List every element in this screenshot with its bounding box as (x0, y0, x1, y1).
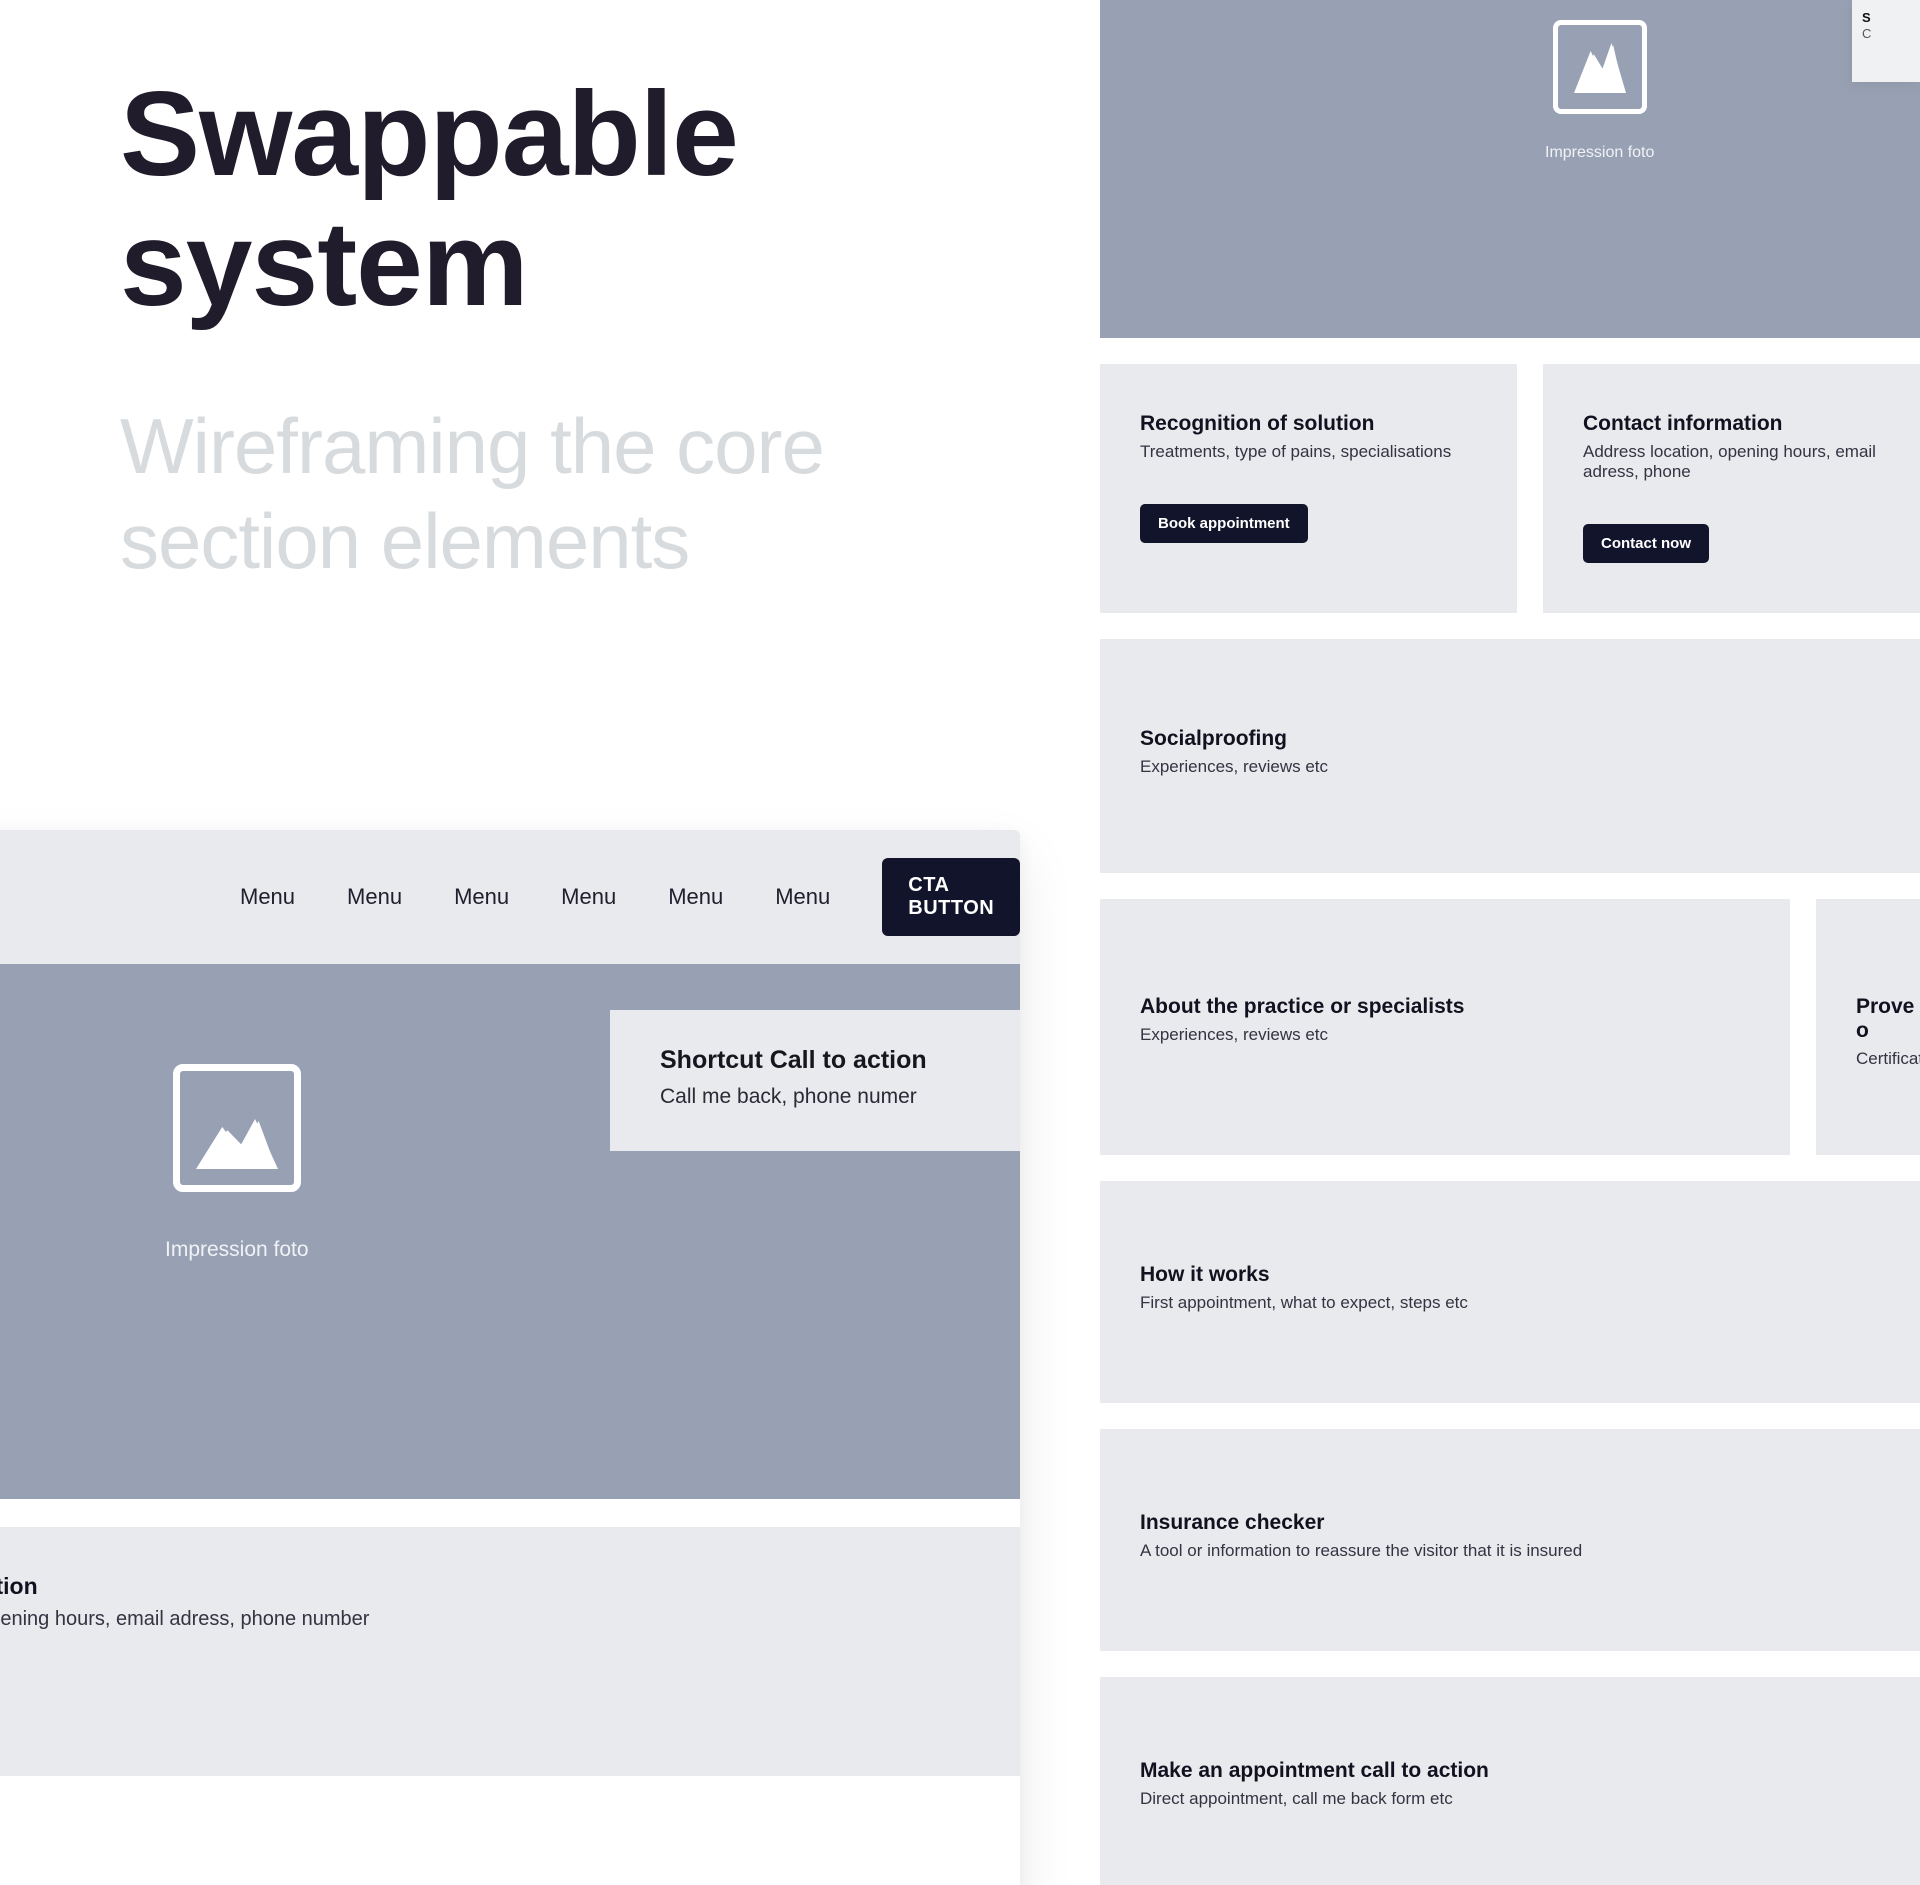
card-contact: Contact information Address location, op… (1543, 364, 1920, 613)
wireframe-row: ns Contact information Address location,… (0, 1499, 1020, 1776)
card-title: Insurance checker (1140, 1511, 1920, 1535)
image-mountain-icon (1574, 43, 1626, 93)
wireframe-nav: Menu Menu Menu Menu Menu Menu CTA BUTTON (0, 830, 1020, 964)
nav-item[interactable]: Menu (561, 884, 616, 910)
nav-item[interactable]: Menu (668, 884, 723, 910)
right-corner-badge: S C (1852, 0, 1920, 82)
card-make-appointment: Make an appointment call to action Direc… (1100, 1677, 1920, 1885)
card-title: How it works (1140, 1263, 1920, 1287)
nav-item[interactable]: Menu (454, 884, 509, 910)
card-contact-info: Contact information Address location, op… (0, 1527, 1020, 1776)
callout-sub: Call me back, phone numer (660, 1085, 974, 1109)
page-title: Swappable system (120, 70, 940, 329)
nav-cta-button[interactable]: CTA BUTTON (882, 858, 1020, 936)
card-title: Contact information (0, 1573, 970, 1600)
right-hero-caption: Impression foto (1545, 144, 1654, 162)
image-icon (173, 1064, 301, 1192)
card-sub: Direct appointment, call me back form et… (1140, 1789, 1920, 1809)
card-prove: Prove o Certificat (1816, 899, 1920, 1155)
right-pair-row: Recognition of solution Treatments, type… (1100, 364, 1920, 613)
card-recognition: Recognition of solution Treatments, type… (1100, 364, 1517, 613)
card-title: Contact information (1583, 412, 1920, 436)
image-icon (1553, 20, 1647, 114)
card-about-practice: About the practice or specialists Experi… (1100, 899, 1790, 1155)
hero-image-placeholder: Impression foto (165, 1064, 309, 1262)
hero-image-caption: Impression foto (165, 1238, 309, 1262)
card-socialproofing: Socialproofing Experiences, reviews etc (1100, 639, 1920, 873)
badge-line1: S (1862, 10, 1910, 26)
wireframe-right-column: Impression foto S C Recognition of solut… (1100, 0, 1920, 1885)
right-hero: Impression foto (1100, 0, 1920, 338)
card-title: About the practice or specialists (1140, 995, 1750, 1019)
card-title: Prove o (1856, 995, 1920, 1043)
right-pair-row-2: About the practice or specialists Experi… (1100, 899, 1920, 1155)
wireframe-row-2 (0, 1776, 1020, 1885)
badge-line2: C (1862, 26, 1910, 42)
card-sub: Treatments, type of pains, specialisatio… (1140, 442, 1477, 462)
right-hero-image: Impression foto (1545, 20, 1654, 162)
wireframe-left: Menu Menu Menu Menu Menu Menu CTA BUTTON… (0, 830, 1020, 1885)
book-appointment-button[interactable]: Book appointment (1140, 504, 1308, 543)
card-insurance-checker: Insurance checker A tool or information … (1100, 1429, 1920, 1651)
hero-callout: Shortcut Call to action Call me back, ph… (610, 1010, 1020, 1151)
canvas: Swappable system Wireframing the core se… (0, 0, 1920, 1885)
card-sub: Certificat (1856, 1049, 1920, 1069)
contact-now-button[interactable]: Contact now (1583, 524, 1709, 563)
card-sub: First appointment, what to expect, steps… (1140, 1293, 1920, 1313)
nav-item[interactable]: Menu (347, 884, 402, 910)
card-how-it-works: How it works First appointment, what to … (1100, 1181, 1920, 1403)
image-mountain-icon (196, 1119, 278, 1169)
card-title: Socialproofing (1140, 727, 1920, 751)
page-subtitle: Wireframing the core section elements (120, 399, 940, 589)
nav-item[interactable]: Menu (775, 884, 830, 910)
card-sub: Address location, opening hours, email a… (0, 1608, 970, 1631)
card-sub: Experiences, reviews etc (1140, 757, 1920, 777)
wireframe-hero: Impression foto Shortcut Call to action … (0, 964, 1020, 1499)
card-sub: A tool or information to reassure the vi… (1140, 1541, 1920, 1561)
card-title: Make an appointment call to action (1140, 1759, 1920, 1783)
card-sub: Address location, opening hours, email a… (1583, 442, 1920, 482)
title-block: Swappable system Wireframing the core se… (120, 70, 940, 590)
card-title: Recognition of solution (1140, 412, 1477, 436)
nav-item[interactable]: Menu (240, 884, 295, 910)
callout-title: Shortcut Call to action (660, 1046, 974, 1075)
card-sub: Experiences, reviews etc (1140, 1025, 1750, 1045)
